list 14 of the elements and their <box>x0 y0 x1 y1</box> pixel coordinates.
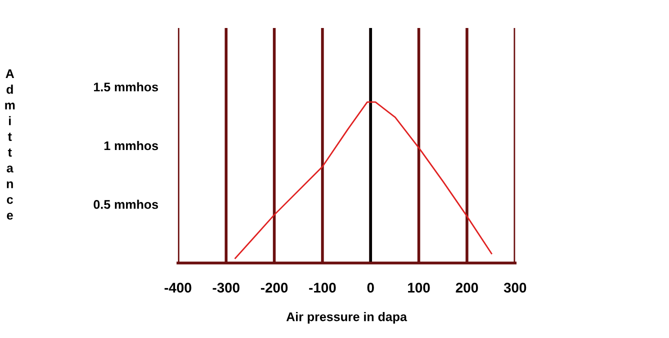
y-tick-label: 1 mmhos <box>104 140 158 150</box>
y-tick-label: 1.5 mmhos <box>94 82 158 92</box>
x-tick-label: -400 <box>164 282 192 293</box>
y-tick-label: 0.5 mmhos <box>94 200 158 209</box>
text: Admittance <box>5 69 15 220</box>
x-tick-label: 0 <box>367 282 374 293</box>
x-axis-title: Air pressure in dapa <box>286 312 408 324</box>
x-tick-label: -200 <box>260 282 288 293</box>
x-tick-label: -100 <box>309 282 336 293</box>
line-series <box>234 101 492 259</box>
x-tick-label: 300 <box>504 282 526 293</box>
x-tick-label: 100 <box>408 282 430 293</box>
x-tick-label: 200 <box>456 282 478 293</box>
x-tick-label: -300 <box>212 282 240 293</box>
